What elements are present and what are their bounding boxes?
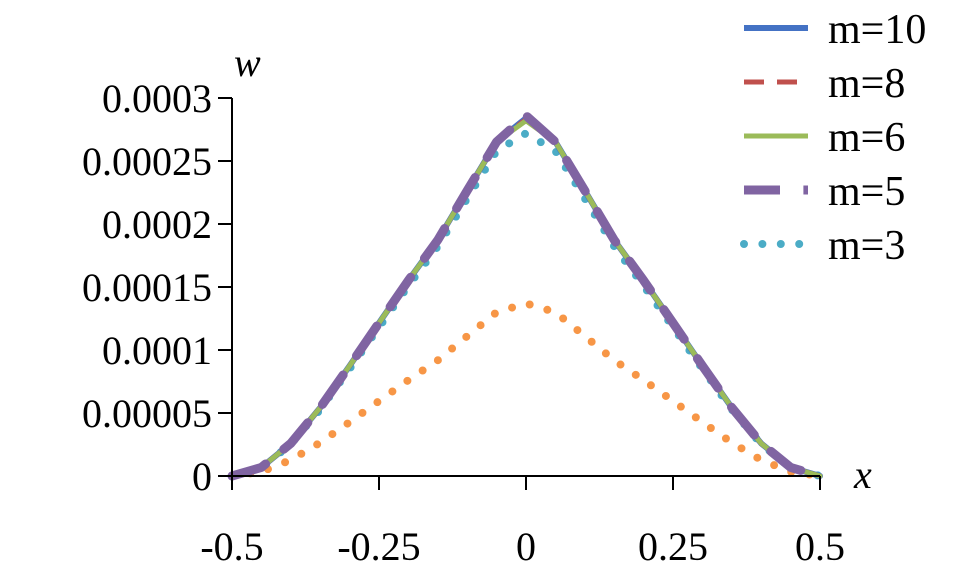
legend-label: m=8 (828, 61, 905, 107)
y-tick-label: 0.00005 (82, 391, 212, 436)
y-tick-label: 0.00015 (82, 265, 212, 310)
legend: m=10 m=8 m=6 m=5 m=3 (740, 7, 926, 269)
y-tick-label: 0.0002 (102, 202, 212, 247)
x-axis-title: x (853, 452, 872, 497)
tick-labels: 0 0.00005 0.0001 0.00015 0.0002 0.00025 0.0003… (82, 76, 845, 568)
x-tick-label: -0.5 (200, 524, 263, 568)
x-tick-label: 0.25 (638, 524, 708, 568)
series-line-m-8 (229, 116, 823, 479)
series-line-m-5 (227, 111, 825, 481)
plot-lines (227, 111, 825, 481)
legend-label: m=5 (828, 169, 905, 215)
legend-label: m=3 (828, 223, 905, 269)
y-tick-label: 0 (192, 454, 212, 499)
y-tick-label: 0.00025 (82, 139, 212, 184)
series-line-unlabeled (228, 299, 824, 480)
x-tick-label: -0.25 (337, 524, 420, 568)
legend-label: m=10 (828, 7, 926, 53)
y-tick-label: 0.0003 (102, 76, 212, 121)
series-line-m-10 (229, 115, 823, 479)
series-line-m-6 (229, 118, 823, 479)
axis-ticks (218, 97, 821, 490)
y-axis-title: w (234, 40, 261, 85)
y-tick-label: 0.0001 (102, 328, 212, 373)
legend-label: m=6 (828, 115, 905, 161)
x-tick-label: 0 (516, 524, 536, 568)
x-tick-label: 0.5 (795, 524, 845, 568)
